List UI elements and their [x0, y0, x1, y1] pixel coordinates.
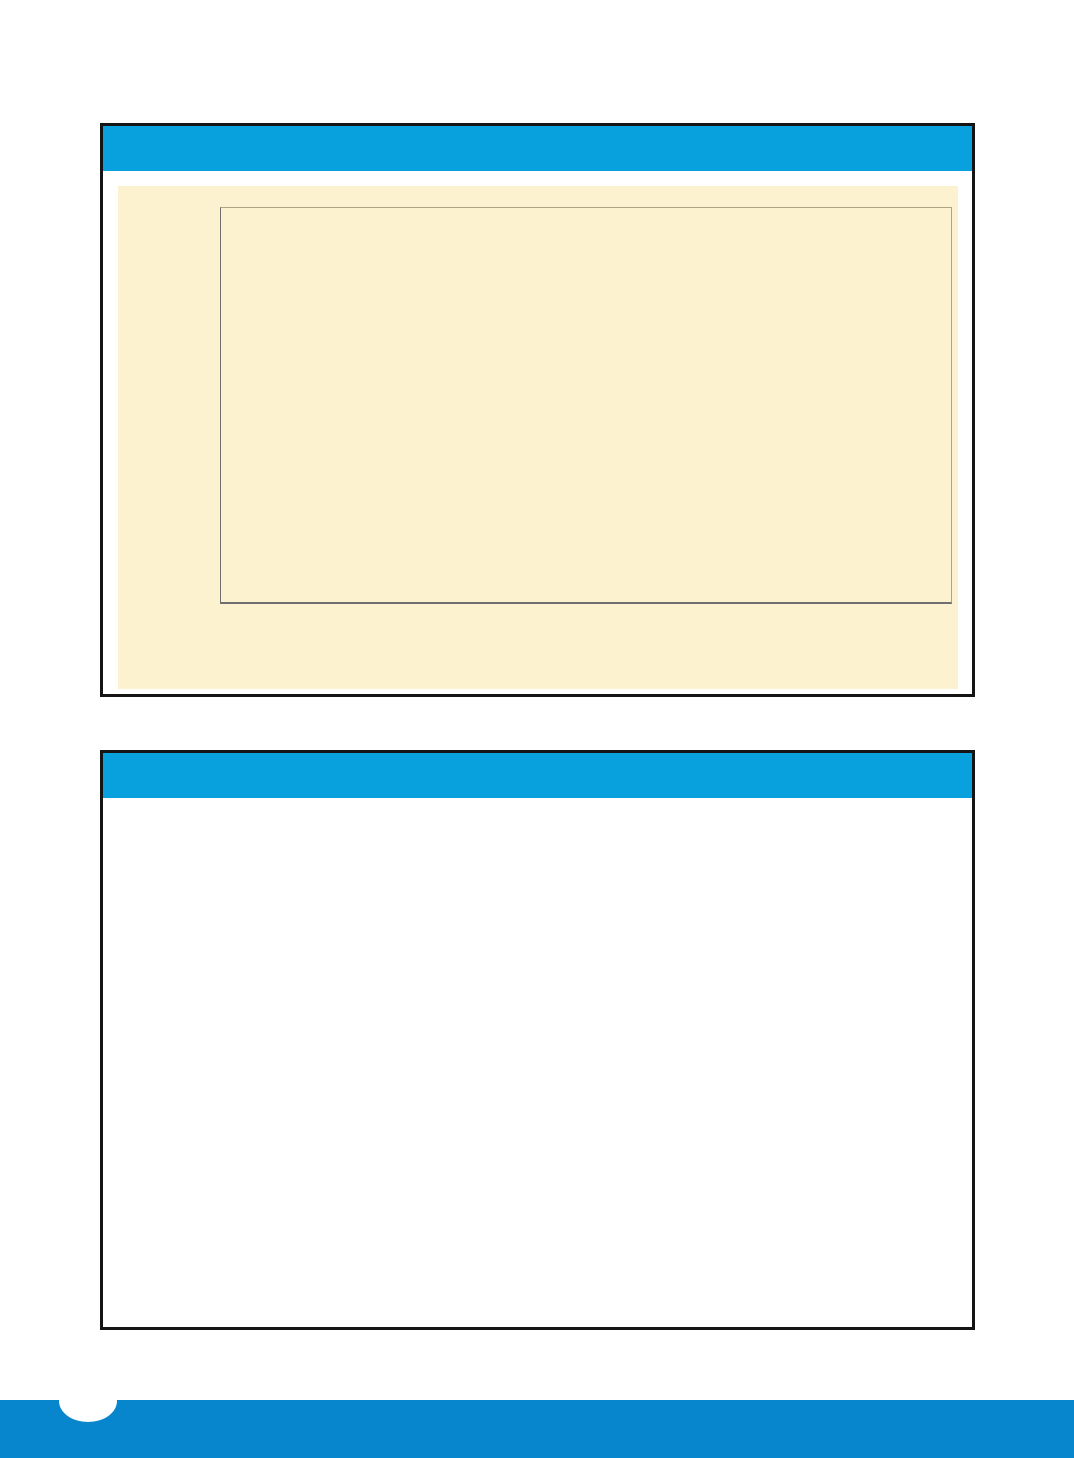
- bar-chart-plot-area: [220, 207, 952, 604]
- bar-chart-canvas: [118, 186, 958, 689]
- line-chart-plot-area: [260, 871, 956, 1207]
- figure-2-titlebar: [103, 753, 972, 798]
- bar-series-container: [221, 208, 951, 602]
- footer-band: [0, 1400, 1074, 1458]
- figure-2-panel: [100, 750, 975, 1330]
- page-number-bubble: [59, 1380, 117, 1422]
- figure-1-titlebar: [103, 126, 972, 171]
- figure-1-panel: [100, 123, 975, 697]
